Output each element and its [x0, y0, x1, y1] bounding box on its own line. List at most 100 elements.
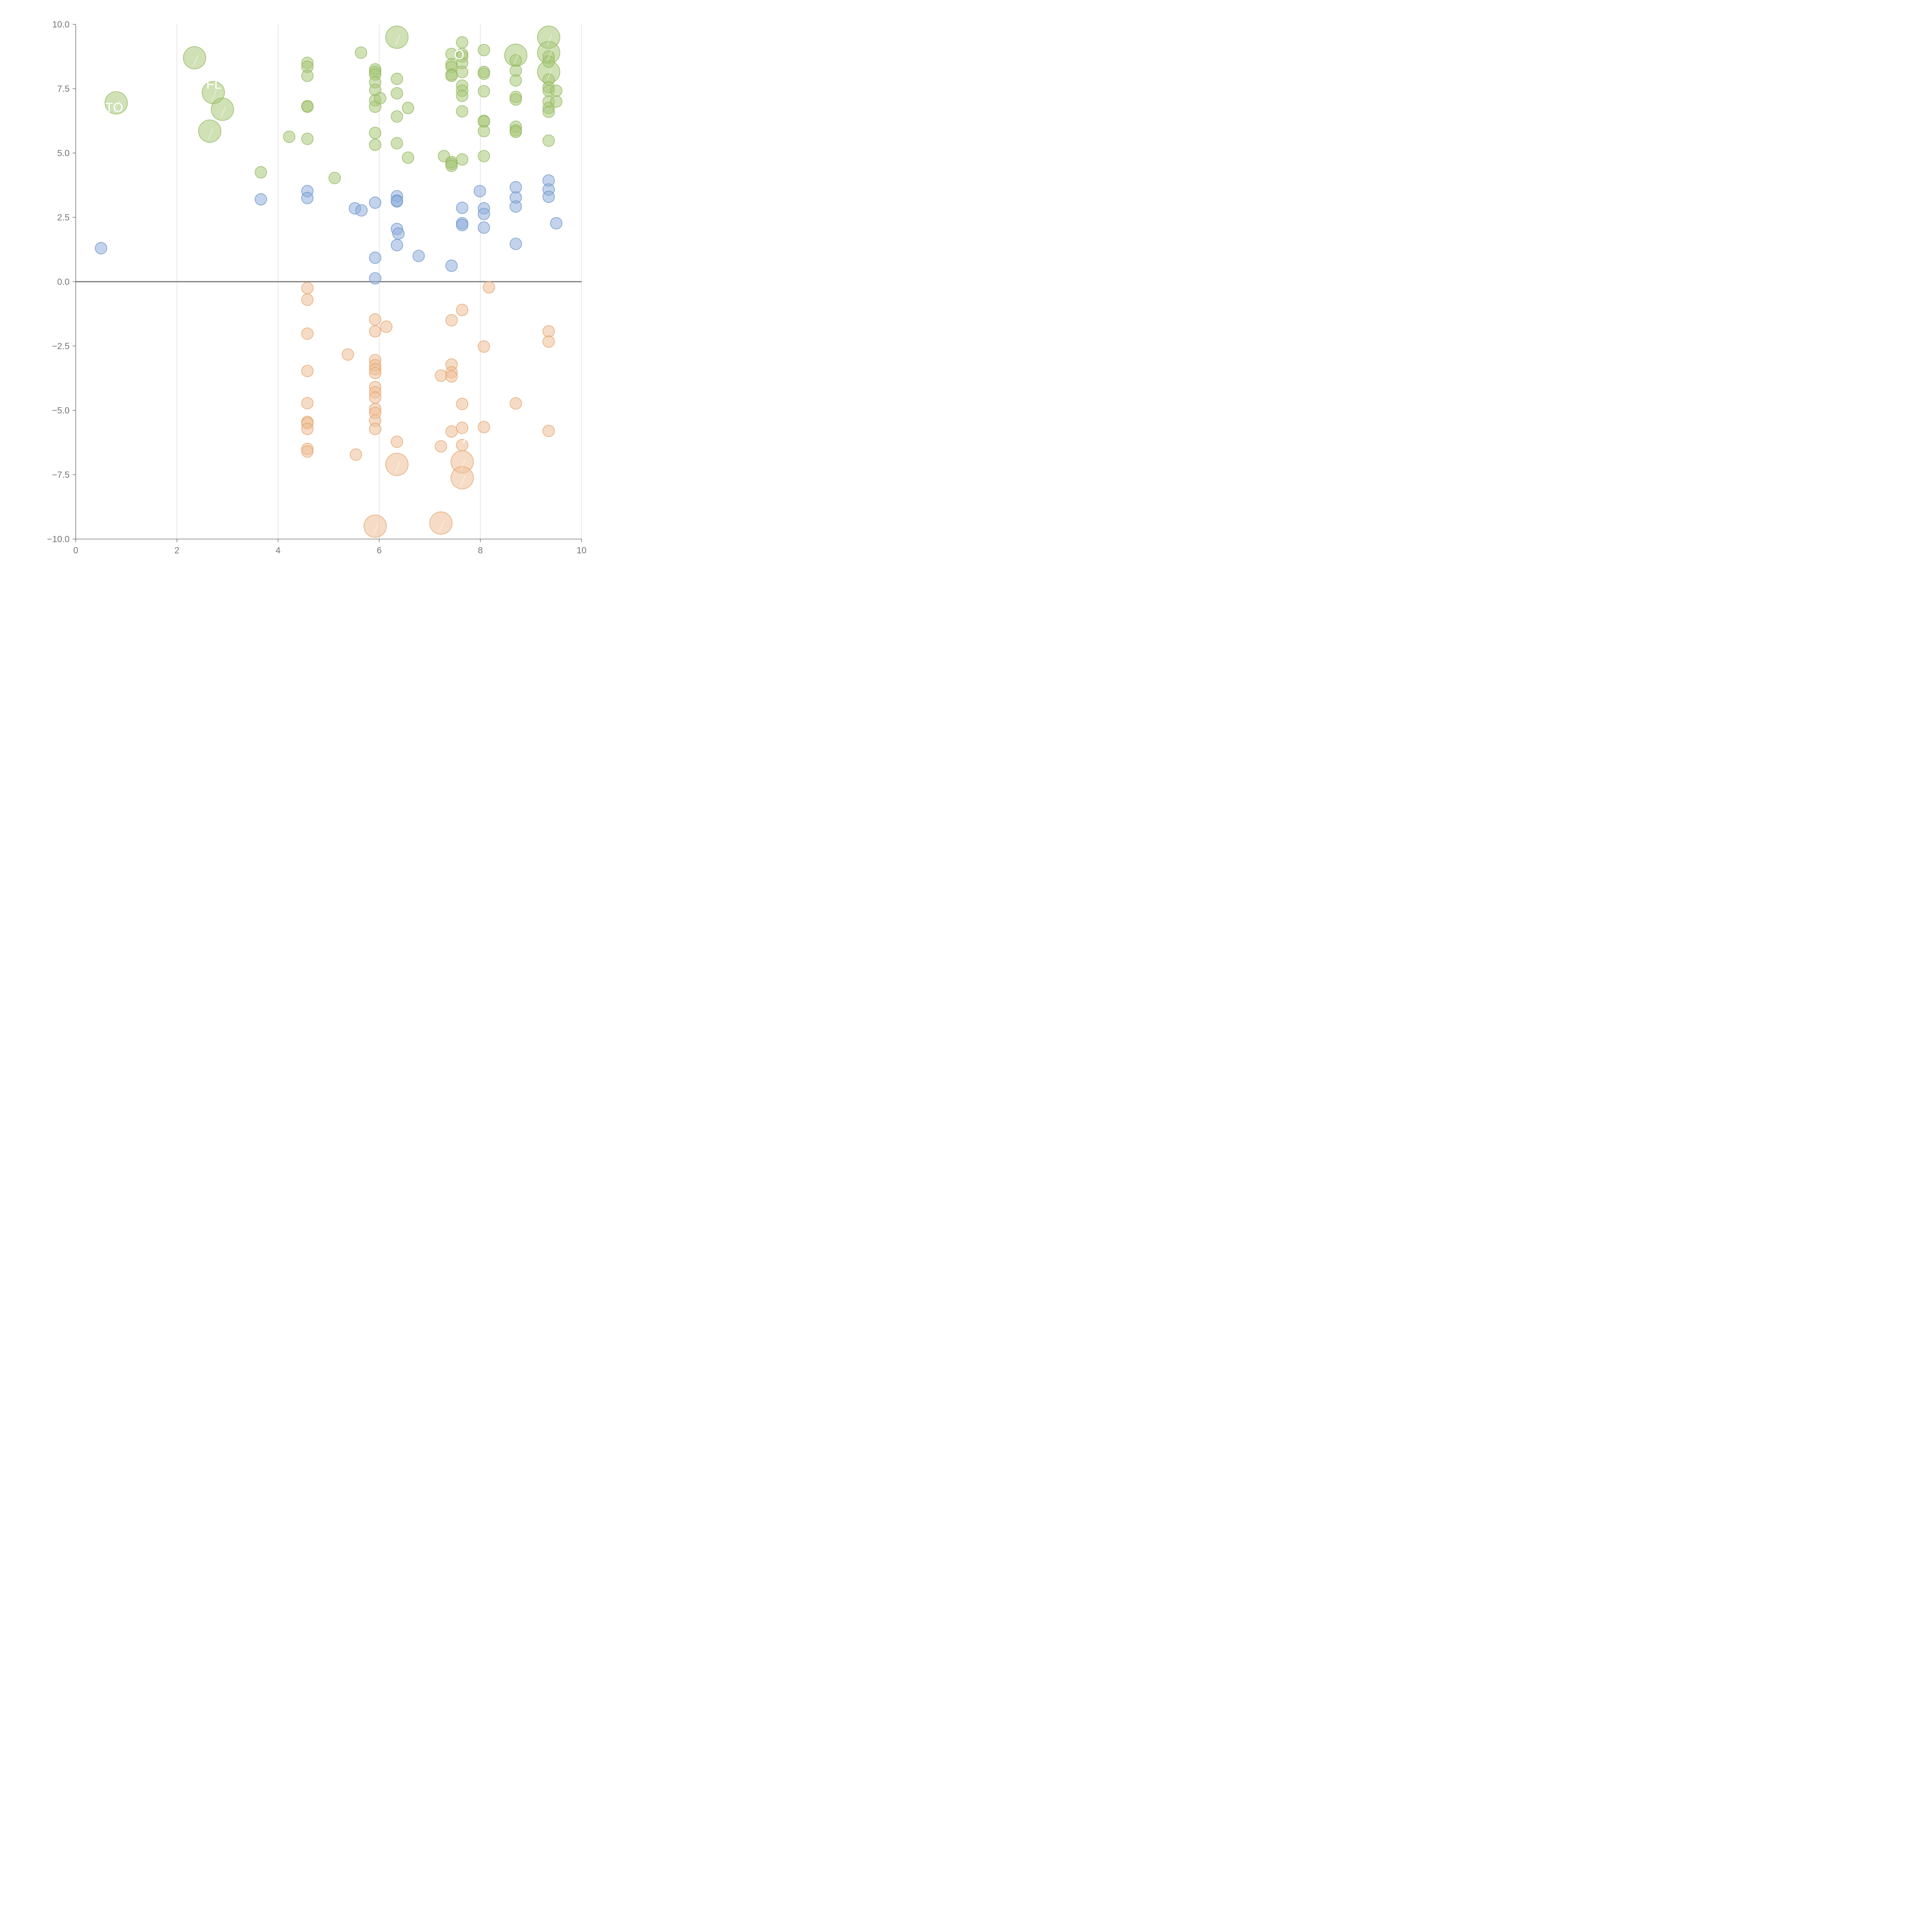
data-point-series-1	[509, 181, 522, 194]
point-annotation-label: O	[454, 48, 464, 62]
data-point-series-2	[342, 348, 354, 361]
x-tick-label: 10	[577, 545, 587, 555]
annotation-leader-line	[460, 459, 466, 471]
data-point-series-0	[255, 166, 267, 179]
y-tick-label: −10.0	[47, 534, 70, 544]
data-point-series-2	[369, 313, 381, 326]
x-tick-label: 0	[73, 545, 78, 555]
data-point-series-2	[543, 335, 555, 348]
y-tick-label: 0.0	[57, 277, 70, 287]
highlight-bubble-series-0	[211, 97, 234, 121]
data-point-series-2	[543, 425, 555, 437]
data-point-series-0	[456, 153, 468, 166]
data-point-series-1	[369, 272, 381, 285]
annotation-leader-line	[114, 100, 120, 112]
data-point-series-0	[445, 160, 458, 172]
data-point-series-0	[369, 127, 381, 139]
data-point-series-1	[391, 239, 403, 252]
data-point-series-0	[301, 70, 314, 82]
data-point-series-2	[301, 293, 314, 306]
data-point-series-2	[380, 320, 393, 333]
data-point-series-0	[509, 74, 522, 87]
annotation-leader-line	[547, 35, 552, 46]
data-point-series-0	[391, 87, 403, 100]
y-tick-label: −2.5	[52, 341, 70, 351]
annotation-leader-line	[373, 524, 379, 535]
data-point-series-1	[391, 195, 403, 208]
data-point-series-0	[509, 93, 522, 106]
data-point-series-1	[543, 190, 555, 203]
data-point-series-2	[456, 439, 468, 451]
data-point-series-1	[509, 238, 522, 250]
data-point-series-0	[402, 151, 414, 164]
data-point-series-2	[456, 398, 468, 410]
data-point-series-1	[509, 200, 522, 213]
data-point-series-2	[301, 445, 314, 458]
annotation-leader-line	[395, 462, 400, 473]
data-point-series-1	[301, 192, 314, 204]
highlight-bubble-series-2	[364, 514, 387, 538]
data-point-series-1	[369, 252, 381, 264]
x-tick-label: 4	[276, 545, 281, 555]
point-annotations: TO FL O X	[105, 48, 471, 446]
data-point-series-1	[369, 196, 381, 209]
data-point-series-2	[369, 423, 381, 435]
highlight-bubble-series-0	[198, 119, 221, 143]
y-tick-label: −7.5	[52, 470, 70, 480]
x-tick-label: 8	[478, 545, 483, 555]
data-point-series-1	[445, 259, 458, 272]
data-point-series-1	[355, 204, 368, 217]
data-point-series-2	[301, 282, 314, 294]
data-point-series-2	[478, 340, 490, 353]
x-tick-label: 6	[377, 545, 382, 555]
annotation-leader-line	[460, 475, 466, 486]
data-point-series-0	[456, 66, 468, 78]
data-point-series-0	[301, 133, 314, 145]
data-point-series-2	[301, 327, 314, 340]
data-point-series-2	[456, 304, 468, 316]
data-points	[95, 26, 563, 538]
annotation-leader-line	[514, 53, 519, 64]
point-annotation-label: TO	[105, 100, 123, 115]
data-point-series-0	[509, 126, 522, 138]
data-point-series-0	[301, 100, 314, 113]
point-annotation-label: X	[462, 431, 471, 446]
data-point-series-0	[543, 105, 555, 118]
data-point-series-0	[478, 67, 490, 80]
data-point-series-1	[95, 242, 107, 255]
data-point-series-2	[435, 369, 447, 382]
data-point-series-1	[473, 185, 486, 197]
data-point-series-0	[391, 73, 403, 85]
data-point-series-0	[445, 70, 458, 82]
data-point-series-2	[483, 281, 495, 294]
data-point-series-0	[478, 125, 490, 138]
data-point-series-0	[456, 36, 468, 49]
data-point-series-0	[283, 131, 296, 143]
y-tick-label: 7.5	[57, 84, 70, 94]
data-point-series-1	[255, 193, 267, 206]
data-point-series-2	[350, 448, 362, 461]
highlight-bubble-series-2	[429, 511, 452, 535]
data-point-series-1	[456, 201, 468, 214]
data-point-series-2	[391, 435, 403, 448]
annotation-leader-line	[547, 69, 552, 81]
data-point-series-2	[369, 391, 381, 404]
data-point-series-0	[456, 90, 468, 102]
data-point-series-1	[478, 207, 490, 220]
x-tick-label: 2	[174, 545, 179, 555]
highlight-bubble-series-2	[451, 466, 474, 490]
data-point-series-0	[550, 95, 563, 108]
annotation-leader-line	[221, 107, 226, 118]
data-point-series-1	[456, 219, 468, 231]
axes: −10.0 −7.5 −5.0 −2.5 0.0 2.5 5.0 7.5 10.0 0 2 4 6 8 10	[47, 19, 587, 555]
data-point-series-0	[391, 110, 403, 123]
data-point-series-2	[301, 365, 314, 378]
data-point-series-2	[445, 370, 458, 383]
data-point-series-0	[550, 84, 563, 97]
data-point-series-0	[543, 55, 555, 68]
annotation-leader-line	[211, 90, 217, 101]
data-point-series-1	[392, 227, 405, 240]
data-point-series-2	[435, 440, 447, 453]
data-point-series-0	[456, 105, 468, 118]
data-point-series-2	[478, 421, 490, 434]
